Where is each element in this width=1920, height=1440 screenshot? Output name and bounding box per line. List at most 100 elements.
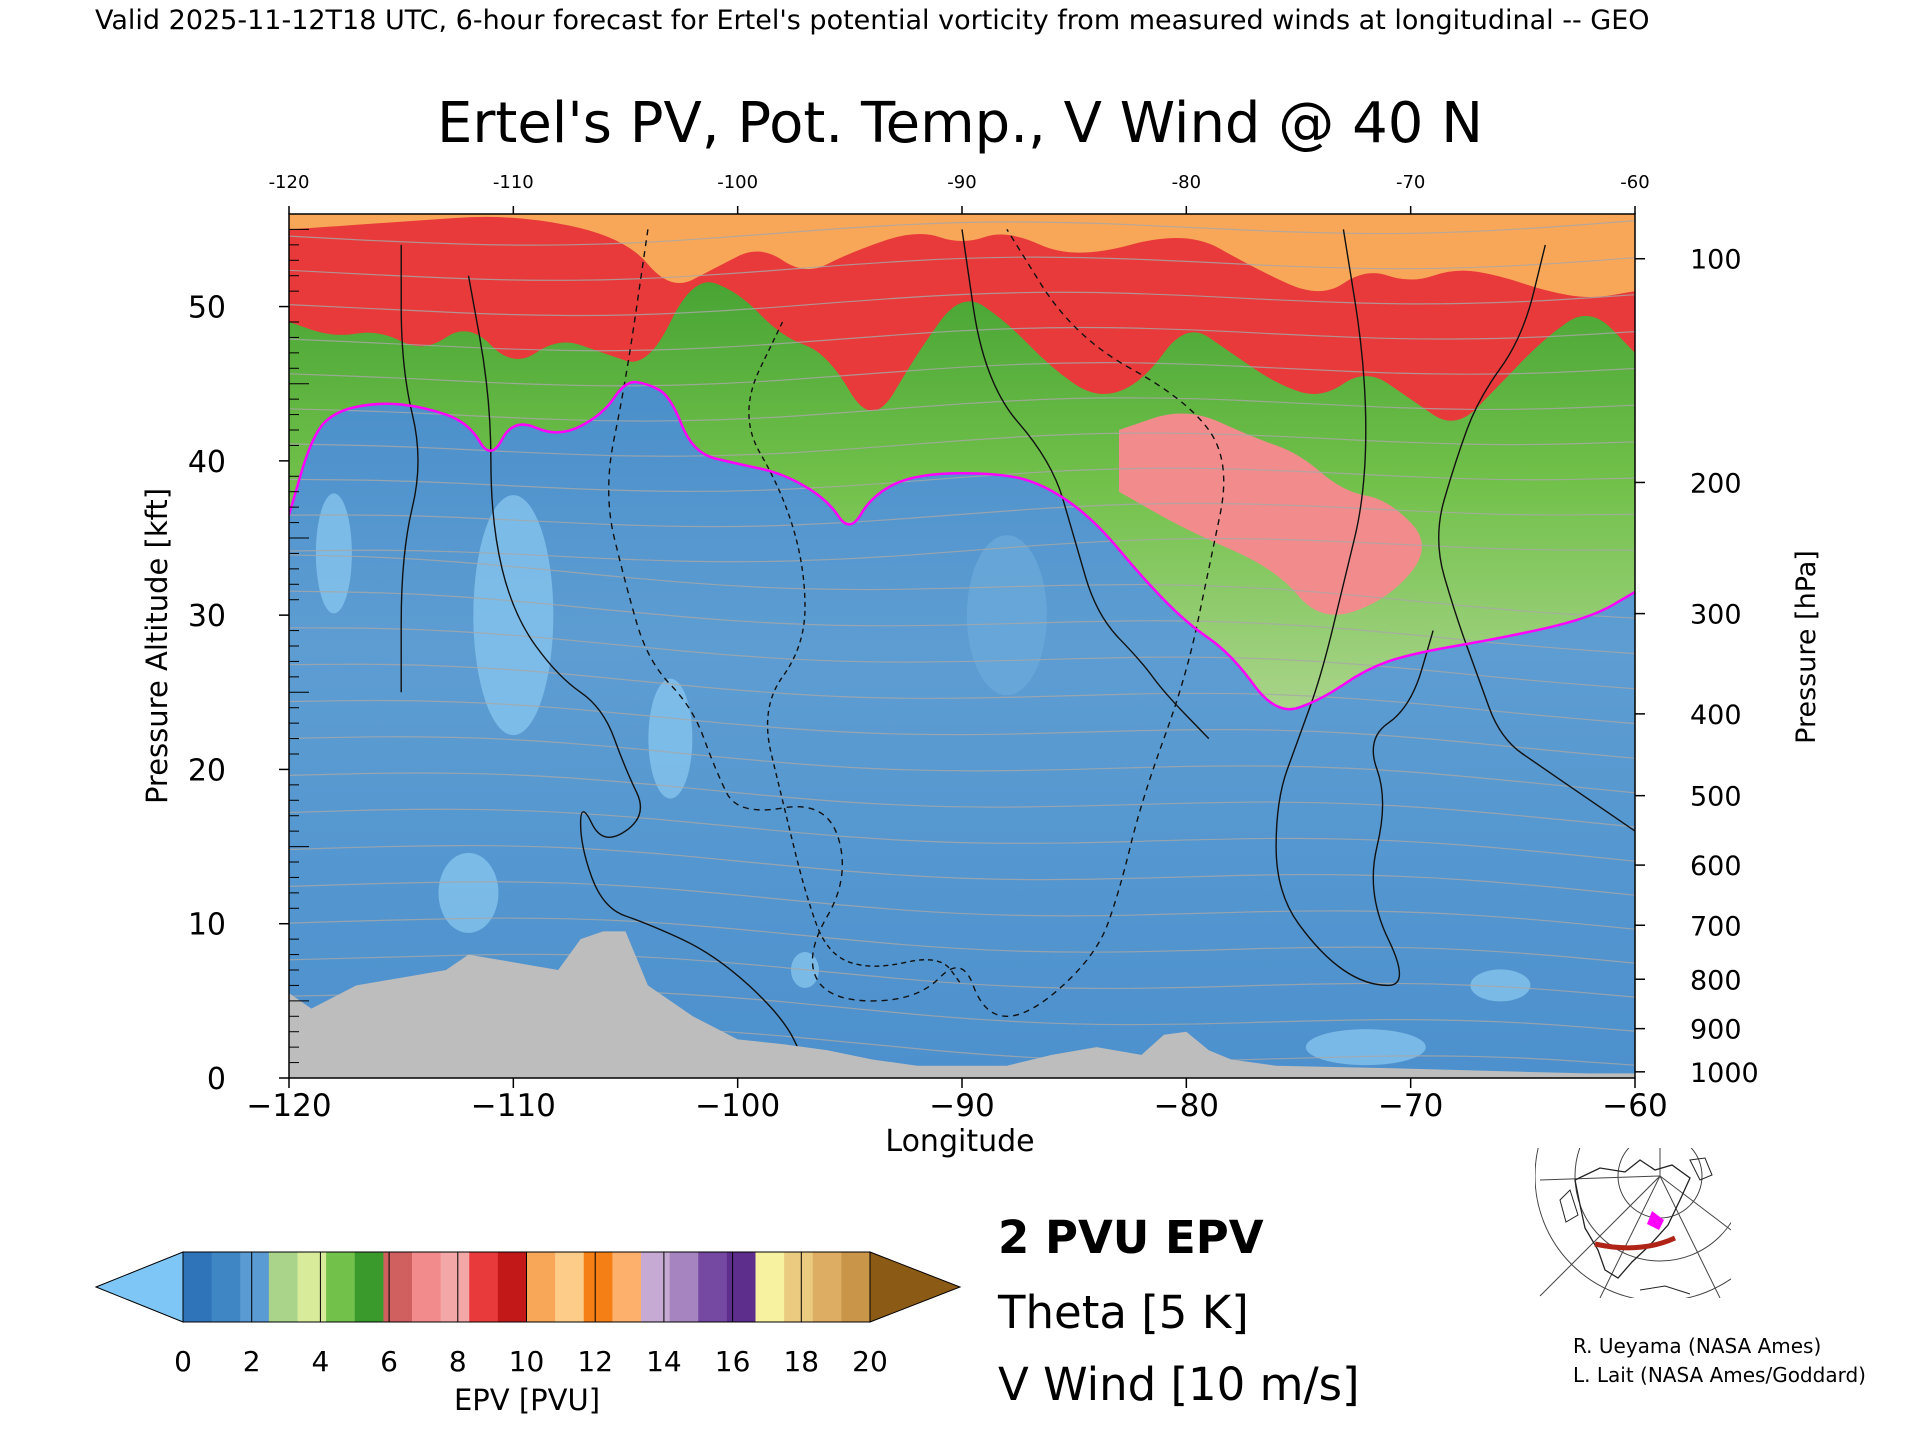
colorbar-tick-label: 6: [380, 1345, 398, 1378]
theta-contour: [289, 627, 1635, 690]
low-pv-patch: [473, 495, 554, 736]
colorbar-over-triangle: [869, 1251, 962, 1323]
credit-2: L. Lait (NASA Ames/Goddard): [1573, 1363, 1866, 1387]
theta-contour: [289, 881, 1635, 930]
y-tick-label: 10: [188, 908, 226, 943]
colorbar-tick-label: 14: [646, 1345, 682, 1378]
colorbar-swatch: [755, 1252, 785, 1322]
right-tick-label: 800: [1690, 965, 1742, 996]
theta-contour: [289, 554, 1635, 619]
x-tick-label: −100: [695, 1088, 780, 1124]
colorbar-swatch: [354, 1252, 384, 1322]
v-wind-contour: [608, 229, 1225, 1018]
theta-contour: [289, 291, 1635, 317]
theta-contour: [289, 772, 1635, 828]
x-tick-label: −80: [1154, 1088, 1219, 1124]
colorbar-swatch: [669, 1252, 699, 1322]
colorbar-swatch: [698, 1252, 728, 1322]
theta-contour: [289, 699, 1635, 759]
colorbar-swatch: [240, 1252, 270, 1322]
top-tick-label: -100: [717, 172, 758, 193]
theta-contour: [289, 326, 1635, 352]
right-tick-label: 300: [1690, 600, 1742, 631]
low-pv-patch: [315, 493, 352, 614]
v-wind-contour: [400, 244, 419, 693]
low-pv-patch: [1305, 1029, 1426, 1066]
high-pv-core: [1119, 413, 1422, 615]
colorbar-swatch: [555, 1252, 585, 1322]
y-tick-label: 50: [188, 291, 226, 326]
theta-contour: [289, 590, 1635, 655]
x-tick-label: −60: [1602, 1088, 1667, 1124]
x-tick-label: −110: [471, 1088, 556, 1124]
theta-contour: [289, 844, 1635, 896]
theta-contour: [289, 663, 1635, 725]
x-tick-label: −120: [246, 1088, 331, 1124]
colorbar-swatch: [326, 1252, 356, 1322]
colorbar-tick-label: 12: [577, 1345, 613, 1378]
colorbar-swatch: [383, 1252, 413, 1322]
right-tick-label: 1000: [1690, 1058, 1759, 1089]
top-tick-label: -120: [269, 172, 310, 193]
x-tick-label: −70: [1378, 1088, 1443, 1124]
header-text: Valid 2025-11-12T18 UTC, 6-hour forecast…: [95, 5, 1650, 36]
right-tick-label: 200: [1690, 468, 1742, 499]
right-tick-label: 600: [1690, 851, 1742, 882]
right-tick-label: 900: [1690, 1015, 1742, 1046]
colorbar-swatch: [612, 1252, 642, 1322]
colorbar-swatch: [784, 1252, 814, 1322]
low-pv-patch: [1470, 969, 1531, 1002]
colorbar-tick-label: 8: [449, 1345, 467, 1378]
v-wind-contour: [467, 275, 806, 1063]
y-tick-label: 30: [188, 599, 226, 634]
chart-title: Ertel's PV, Pot. Temp., V Wind @ 40 N: [437, 91, 1483, 156]
colorbar-swatch: [641, 1252, 671, 1322]
colorbar-tick-label: 2: [243, 1345, 261, 1378]
colorbar-swatch: [812, 1252, 842, 1322]
axis-ticks: [279, 206, 1645, 1088]
theta-contour: [289, 502, 1635, 528]
locator-map: [1535, 1148, 1731, 1298]
theta-contour: [289, 537, 1635, 563]
colorbar-swatch: [440, 1252, 470, 1322]
v-wind-contour: [1438, 244, 1635, 832]
top-tick-label: -60: [1620, 172, 1649, 193]
right-tick-label: 400: [1690, 700, 1742, 731]
y-axis-label-left: Pressure Altitude [kft]: [140, 488, 174, 804]
y-tick-label: 40: [188, 445, 226, 480]
topography: [289, 931, 1635, 1078]
top-tick-label: -90: [947, 172, 976, 193]
low-pv-patch: [648, 678, 693, 799]
colorbar-swatch: [183, 1252, 213, 1322]
theta-contour: [289, 220, 1635, 246]
top-stratosphere-fill: [289, 214, 1635, 297]
colorbar: 0 2 4 6 8 10 12 14 16 18 20: [94, 1251, 962, 1378]
low-pv-patch: [966, 535, 1047, 696]
colorbar-tick-label: 20: [852, 1345, 888, 1378]
colorbar-swatch: [211, 1252, 241, 1322]
top-tick-label: -80: [1172, 172, 1201, 193]
right-tick-label: 700: [1690, 911, 1742, 942]
theta-contour: [289, 467, 1635, 493]
y-tick-label: 20: [188, 753, 226, 788]
theta-contour: [289, 397, 1635, 422]
legend-tropopause: 2 PVU EPV: [998, 1211, 1264, 1264]
x-tick-label: −90: [929, 1088, 994, 1124]
theta-contour: [289, 953, 1635, 998]
y-tick-label: 0: [207, 1062, 226, 1097]
y-axis-label-right: Pressure [hPa]: [1791, 550, 1822, 744]
theta-contour: [289, 808, 1635, 862]
v-wind-contour: [748, 321, 963, 986]
x-axis-label: Longitude: [885, 1124, 1034, 1159]
theta-contour: [289, 432, 1635, 457]
colorbar-swatch: [297, 1252, 327, 1322]
credit-1: R. Ueyama (NASA Ames): [1573, 1334, 1821, 1358]
v-wind-contours: [400, 229, 1635, 1063]
colorbar-swatch: [841, 1252, 871, 1322]
plot-area: [289, 214, 1635, 1078]
v-wind-contour: [961, 229, 1210, 740]
colorbar-tick-label: 4: [311, 1345, 329, 1378]
low-pv-patch: [438, 852, 499, 933]
colorbar-under-triangle: [94, 1251, 184, 1323]
